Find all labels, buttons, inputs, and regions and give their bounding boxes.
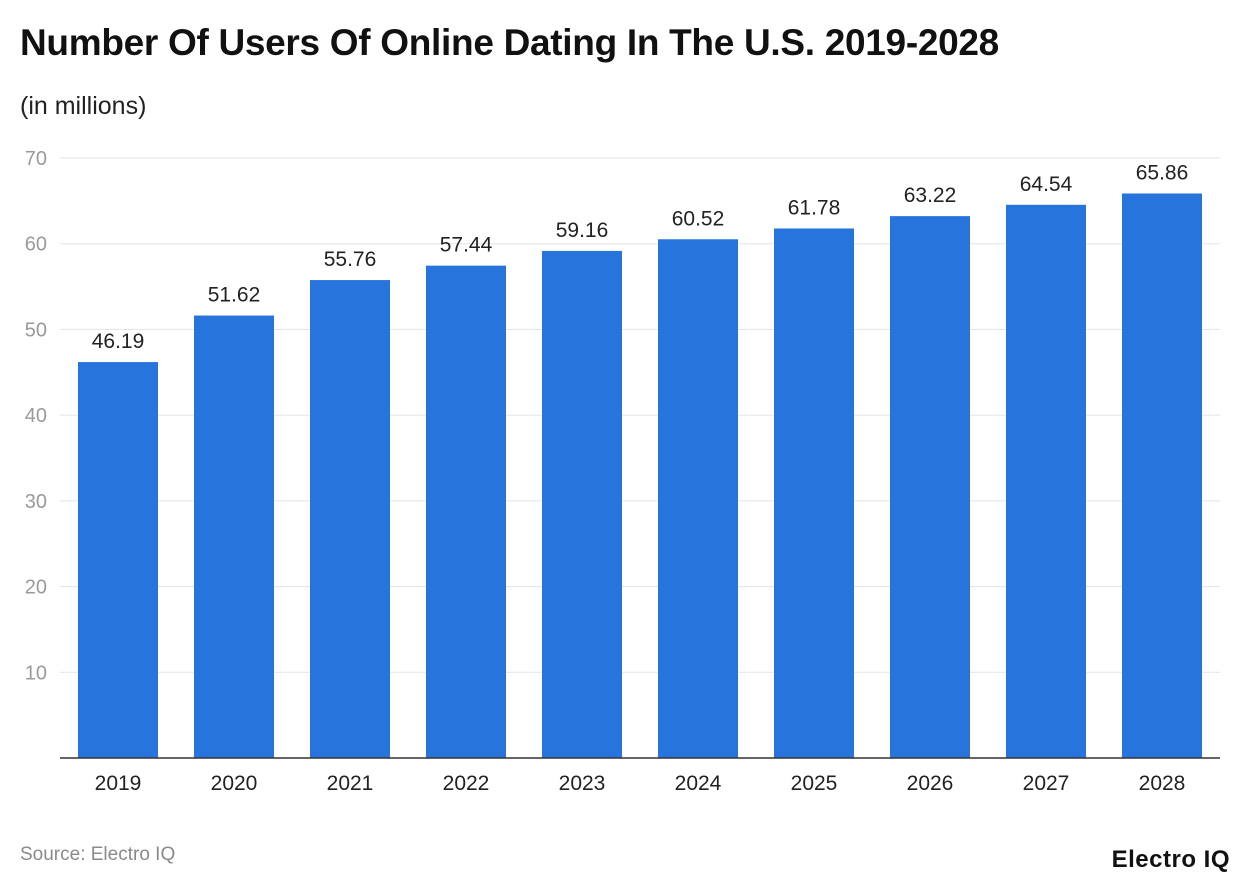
data-label: 51.62 [208,284,261,307]
bar [658,239,738,758]
bar [774,228,854,758]
y-tick-label: 60 [25,234,47,256]
x-tick-label: 2019 [95,772,142,795]
bar [890,216,970,759]
x-tick-label: 2020 [211,772,258,795]
bar [1122,193,1202,758]
brand-logo: Electro IQ [1111,846,1230,873]
x-tick-label: 2025 [791,772,838,795]
x-tick-label: 2021 [327,772,374,795]
source-note: Source: Electro IQ [20,844,176,865]
x-tick-label: 2028 [1139,772,1186,795]
y-tick-label: 50 [25,319,47,341]
y-tick-label: 70 [25,148,47,170]
data-label: 59.16 [556,219,609,242]
data-label: 63.22 [904,184,957,207]
data-label: 65.86 [1136,161,1189,184]
data-label: 57.44 [440,234,493,257]
data-label: 60.52 [672,207,725,230]
bar [426,265,506,758]
y-tick-label: 20 [25,577,47,599]
data-label: 61.78 [788,196,841,219]
data-label: 64.54 [1020,173,1073,196]
x-tick-label: 2027 [1023,772,1070,795]
y-tick-label: 10 [25,662,47,684]
y-tick-label: 40 [25,405,47,427]
bar [310,280,390,758]
x-tick-label: 2022 [443,772,490,795]
x-tick-label: 2024 [675,772,722,795]
bar [542,250,622,758]
y-tick-label: 30 [25,491,47,513]
data-label: 55.76 [324,248,377,271]
chart-subtitle: (in millions) [20,92,147,120]
chart-title: Number Of Users Of Online Dating In The … [20,22,999,63]
bar [78,362,158,758]
x-tick-label: 2023 [559,772,606,795]
data-label: 46.19 [92,330,145,353]
bar [194,315,274,758]
bar [1006,204,1086,759]
x-tick-label: 2026 [907,772,954,795]
